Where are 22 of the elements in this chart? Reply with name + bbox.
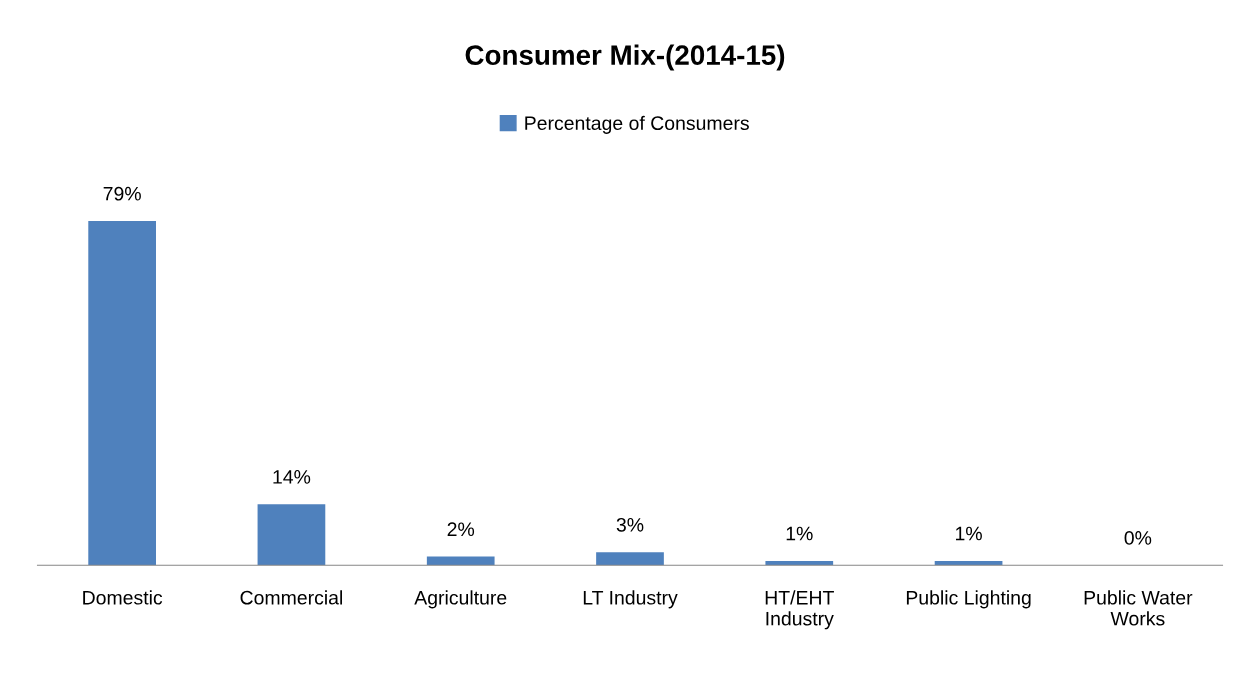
x-tick-label: LT Industry — [583, 590, 678, 609]
x-tick-label: Public Water Works — [1084, 590, 1193, 626]
x-tick-label: Commercial — [240, 590, 342, 605]
legend-label: Percentage of Consumers — [525, 115, 749, 134]
data-label: 1% — [786, 526, 813, 541]
bar — [257, 504, 326, 566]
chart-title: Consumer Mix-(2014-15) — [465, 44, 785, 71]
x-tick-label: Domestic — [83, 590, 163, 605]
bar — [765, 560, 834, 566]
x-tick-label: Agriculture — [414, 590, 507, 609]
bar — [934, 560, 1003, 566]
data-label: 14% — [273, 470, 311, 484]
x-tick-label: Public Lighting — [906, 590, 1031, 609]
data-label: 1% — [956, 526, 982, 541]
x-tick-label: HT/EHT Industry — [765, 590, 834, 630]
bar — [88, 221, 156, 566]
data-label: 79% — [103, 186, 141, 201]
data-label: 3% — [616, 517, 644, 532]
bar — [596, 552, 664, 566]
data-label: 2% — [447, 522, 475, 536]
bar — [426, 556, 495, 566]
data-label: 0% — [1124, 531, 1152, 545]
